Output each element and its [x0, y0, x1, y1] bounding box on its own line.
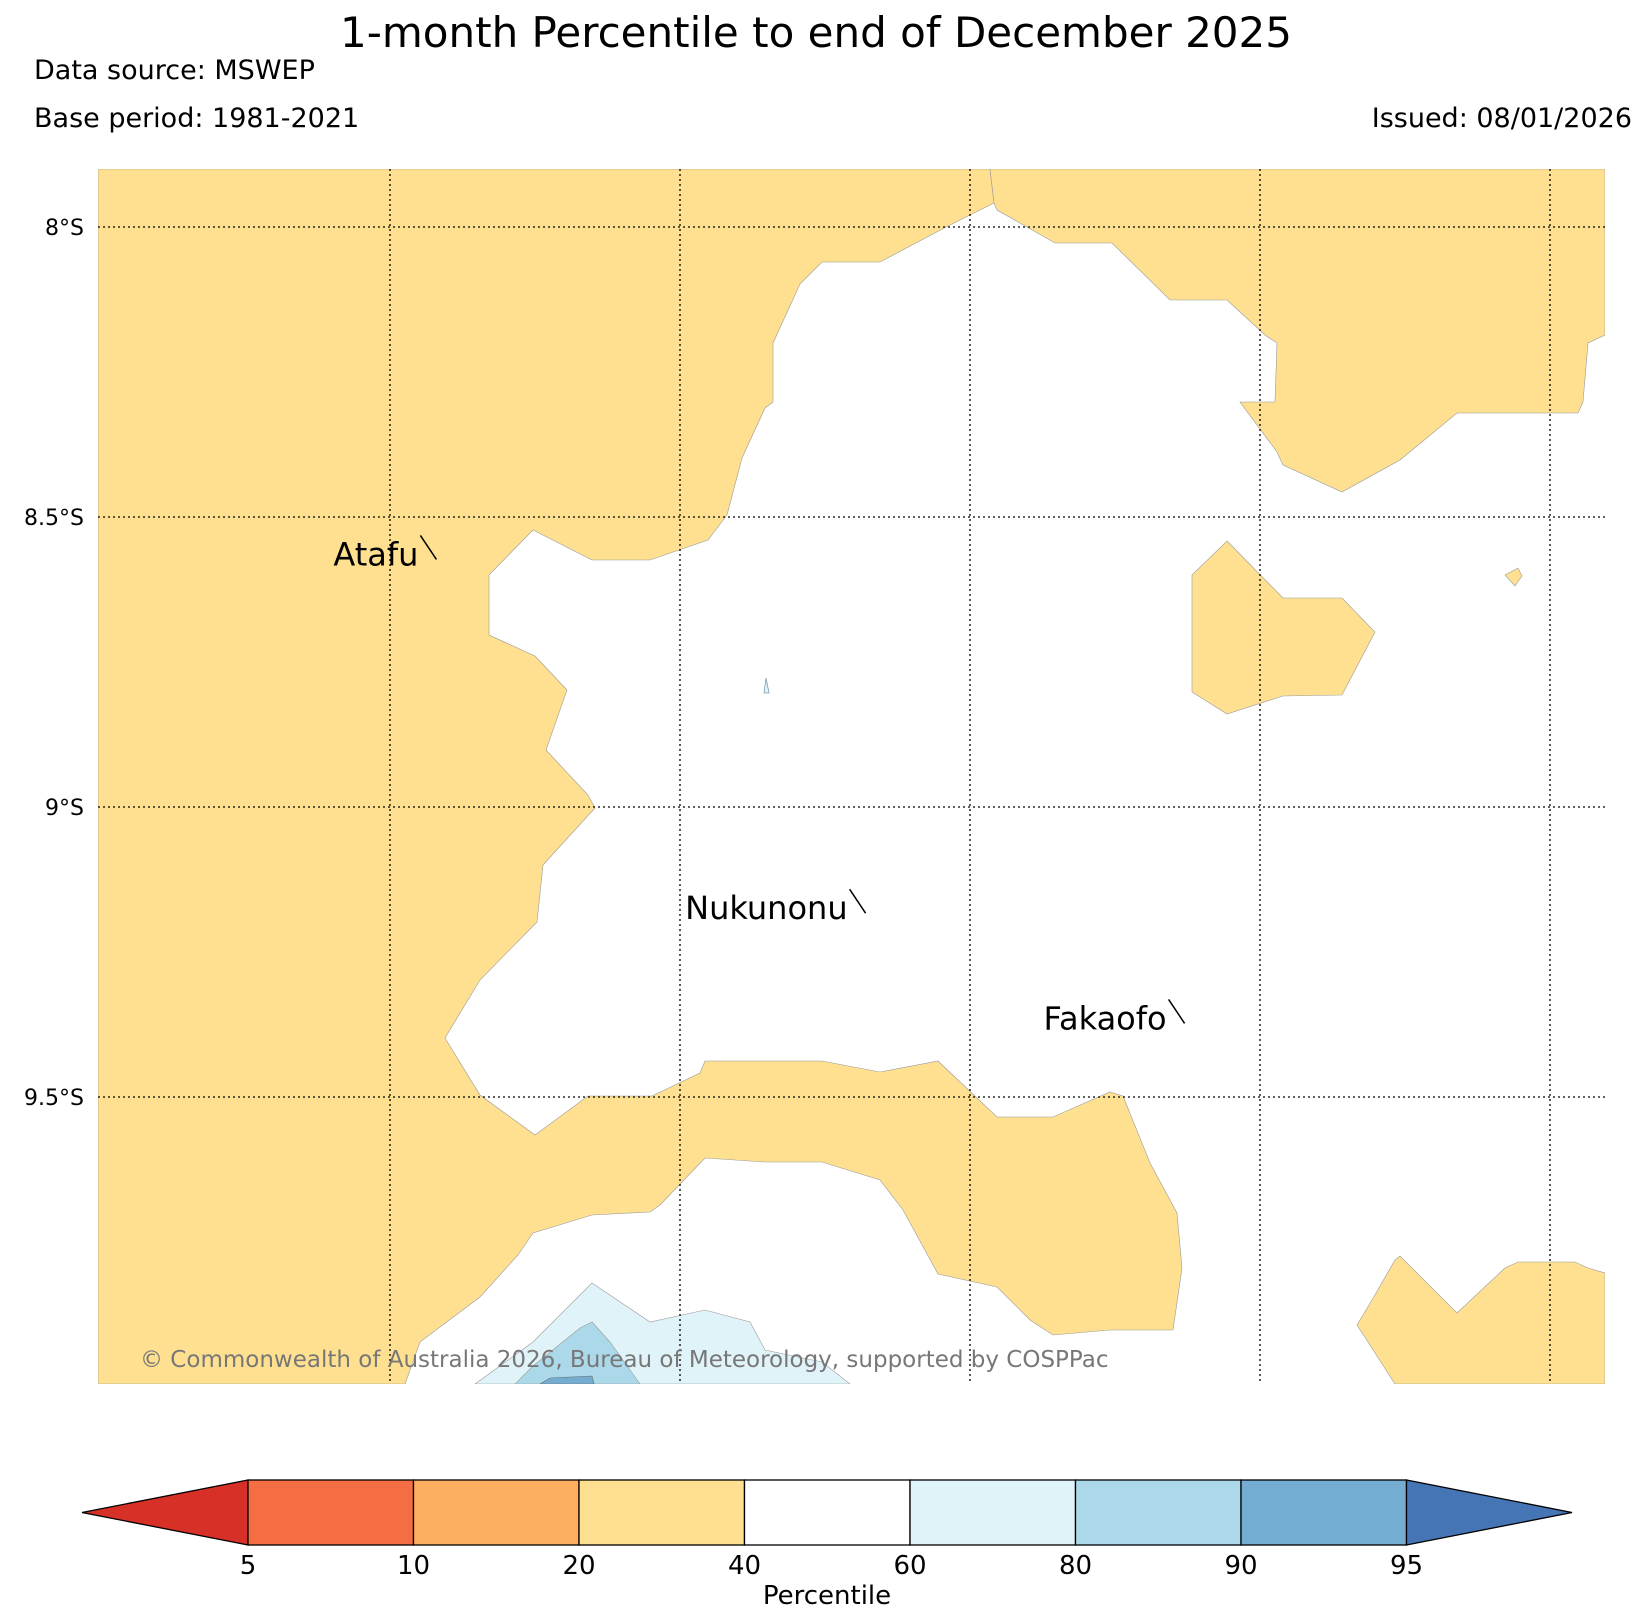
colorbar-tick-label: 80: [1059, 1551, 1092, 1581]
colorbar-bin: [578, 1479, 746, 1546]
colorbar-tick-label: 5: [240, 1551, 257, 1581]
axis-tick-labels: 8°S8.5°S9°S9.5°S172.6°W172.1°W171.6°W171…: [24, 216, 84, 1111]
copyright-notice: © Commonwealth of Australia 2026, Bureau…: [140, 1347, 1109, 1373]
colorbar-label: Percentile: [763, 1581, 891, 1609]
percentile-map: 8°S8.5°S9°S9.5°S172.6°W172.1°W171.6°W171…: [24, 169, 1605, 1384]
contour-90-95-south: [539, 1375, 595, 1384]
colorbar-tick-label: 95: [1390, 1551, 1423, 1581]
place-marker: [1167, 998, 1186, 1024]
colorbar-bin: [743, 1479, 911, 1546]
lat-tick-label: 8°S: [45, 216, 84, 241]
colorbar-bin: [247, 1479, 415, 1546]
contour-20-40-northeast: [989, 169, 1605, 493]
colorbar-bin: [1074, 1479, 1242, 1546]
place-atafu: Atafu: [333, 534, 438, 573]
contour-60-80-tiny: [763, 677, 770, 694]
colorbar-tick-label: 40: [728, 1551, 761, 1581]
contour-20-40-small-patch: [1504, 567, 1523, 587]
place-name: Atafu: [333, 535, 418, 573]
colorbar-bin: [412, 1479, 580, 1546]
colorbar-under-arrow: [81, 1479, 249, 1546]
place-name: Nukunonu: [685, 889, 847, 927]
contour-20-40-east-patch: [1191, 540, 1376, 715]
lat-tick-label: 9.5°S: [24, 1086, 84, 1111]
place-marker: [419, 534, 438, 560]
page-title: 1-month Percentile to end of December 20…: [340, 8, 1292, 57]
colorbar-bin: [1240, 1479, 1408, 1546]
place-fakaofo: Fakaofo: [1044, 998, 1186, 1037]
colorbar-over-arrow: [1405, 1479, 1573, 1546]
colorbar-tick-label: 10: [397, 1551, 430, 1581]
contour-80-90-south: [514, 1321, 641, 1384]
place-name: Fakaofo: [1044, 999, 1167, 1037]
contour-20-40-west: [98, 169, 1183, 1384]
colorbar-tick-label: 90: [1224, 1551, 1257, 1581]
data-source-label: Data source: MSWEP: [34, 55, 315, 86]
colorbar-bin: [909, 1479, 1077, 1546]
issued-date-label: Issued: 08/01/2026: [1371, 103, 1632, 134]
base-period-label: Base period: 1981-2021: [34, 103, 360, 134]
place-labels: Atafu Nukunonu Fakaofo: [333, 534, 1186, 1037]
colorbar-tick-label: 60: [893, 1551, 926, 1581]
colorbar-tick-label: 20: [562, 1551, 595, 1581]
place-nukunonu: Nukunonu: [685, 888, 867, 927]
graticule: [98, 169, 1605, 1384]
place-marker: [848, 888, 867, 914]
contour-20-40-southeast: [1356, 1255, 1605, 1384]
lat-tick-label: 9°S: [45, 796, 84, 821]
lat-tick-label: 8.5°S: [24, 506, 84, 531]
